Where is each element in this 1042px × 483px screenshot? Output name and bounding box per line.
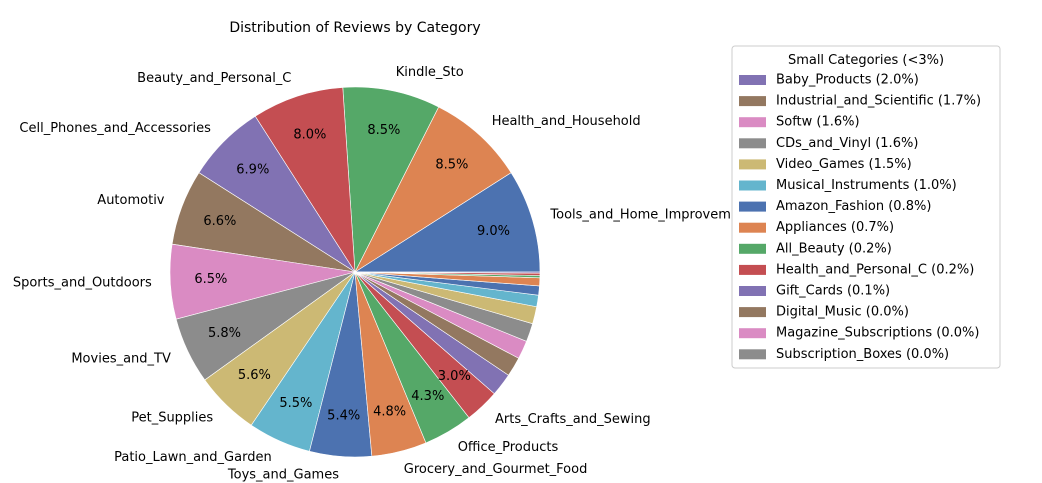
pie-wedges (169, 86, 541, 458)
slice-percent-label: 5.8% (208, 326, 241, 341)
legend-entry-label: Amazon_Fashion (0.8%) (776, 199, 931, 214)
legend-swatch (739, 75, 766, 85)
slice-category-label: Movies_and_TV (71, 351, 171, 366)
legend-entry-label: Gift_Cards (0.1%) (776, 284, 890, 299)
slice-percent-label: 8.5% (367, 123, 400, 138)
legend-swatch (739, 159, 766, 170)
legend-swatch (739, 138, 766, 149)
slice-percent-label: 8.5% (435, 158, 468, 173)
slice-category-label: Grocery_and_Gourmet_Food (404, 462, 588, 477)
slice-percent-label: 5.5% (279, 396, 312, 411)
slice-category-label: Sports_and_Outdoors (13, 275, 152, 290)
chart-title: Distribution of Reviews by Category (229, 20, 480, 36)
slice-category-label: Health_and_Household (492, 114, 641, 129)
legend-swatch (739, 117, 766, 128)
legend-entry-label: Softw (1.6%) (776, 115, 860, 130)
slice-category-label: Arts_Crafts_and_Sewing (495, 412, 651, 427)
slice-category-label: Cell_Phones_and_Accessories (19, 121, 211, 136)
legend-swatch (739, 96, 766, 107)
slice-category-label: Tools_and_Home_Improvemen (549, 208, 747, 223)
pie-slice (354, 106, 512, 273)
legend-swatch (739, 222, 766, 233)
legend-entry-label: Health_and_Personal_C (0.2%) (776, 262, 974, 277)
slice-percent-label: 6.9% (236, 163, 269, 178)
slice-percent-label: 5.4% (327, 408, 360, 423)
slice-percent-label: 3.0% (438, 369, 471, 384)
legend: Small Categories (<3%) Baby_Products (2.… (731, 45, 1001, 369)
legend-swatch (739, 264, 766, 275)
legend-swatch (739, 307, 766, 318)
legend-entry-label: Video_Games (1.5%) (776, 157, 912, 172)
slice-percent-label: 8.0% (293, 127, 326, 142)
legend-entry-label: Digital_Music (0.0%) (776, 305, 909, 320)
pie-slice (342, 86, 440, 274)
legend-items: Baby_Products (2.0%) Industrial_and_Scien… (739, 73, 981, 362)
slice-percent-label: 6.5% (194, 272, 227, 287)
slice-category-label: Toys_and_Games (227, 467, 339, 482)
slice-percent-label: 6.6% (203, 214, 236, 229)
pie-slice (353, 172, 541, 273)
slice-percent-label: 4.3% (411, 389, 444, 404)
legend-entry-label: Baby_Products (2.0%) (776, 73, 919, 88)
legend-entry-label: Appliances (0.7%) (776, 220, 894, 235)
legend-swatch (739, 328, 766, 339)
pie-slice (354, 271, 541, 274)
legend-entry-label: Magazine_Subscriptions (0.0%) (776, 326, 979, 341)
legend-entry-label: CDs_and_Vinyl (1.6%) (776, 136, 918, 151)
legend-swatch (739, 243, 766, 254)
slice-category-label: Office_Products (458, 440, 559, 455)
legend-entry-label: Subscription_Boxes (0.0%) (776, 347, 949, 362)
legend-swatch (739, 286, 766, 296)
slice-percent-label: 4.8% (373, 405, 406, 420)
legend-title: Small Categories (<3%) (788, 53, 944, 68)
legend-entry-label: Industrial_and_Scientific (1.7%) (776, 94, 981, 109)
pie-percent-labels: 9.0% 8.5% 8.5% 8.0% 6.9% 6.6% 6.5% 5.8% 5.6% 5.5%… (194, 123, 510, 423)
slice-category-label: Kindle_Sto (396, 65, 464, 80)
slice-category-label: Patio_Lawn_and_Garden (114, 450, 272, 465)
slice-category-label: Automotiv (97, 193, 165, 208)
legend-swatch (739, 349, 766, 360)
legend-entry-label: Musical_Instruments (1.0%) (776, 178, 957, 193)
slice-percent-label: 9.0% (477, 224, 510, 239)
legend-swatch (739, 201, 766, 212)
pie-category-labels: Tools_and_Home_Improvemen Health_and_Hous… (13, 65, 747, 482)
slice-category-label: Pet_Supplies (131, 410, 213, 425)
slice-category-label: Beauty_and_Personal_C (137, 71, 291, 86)
legend-entry-label: All_Beauty (0.2%) (776, 241, 892, 256)
slice-percent-label: 5.6% (238, 368, 271, 383)
legend-swatch (739, 180, 766, 191)
pie-slice (254, 87, 356, 273)
legend-frame (731, 45, 1001, 369)
